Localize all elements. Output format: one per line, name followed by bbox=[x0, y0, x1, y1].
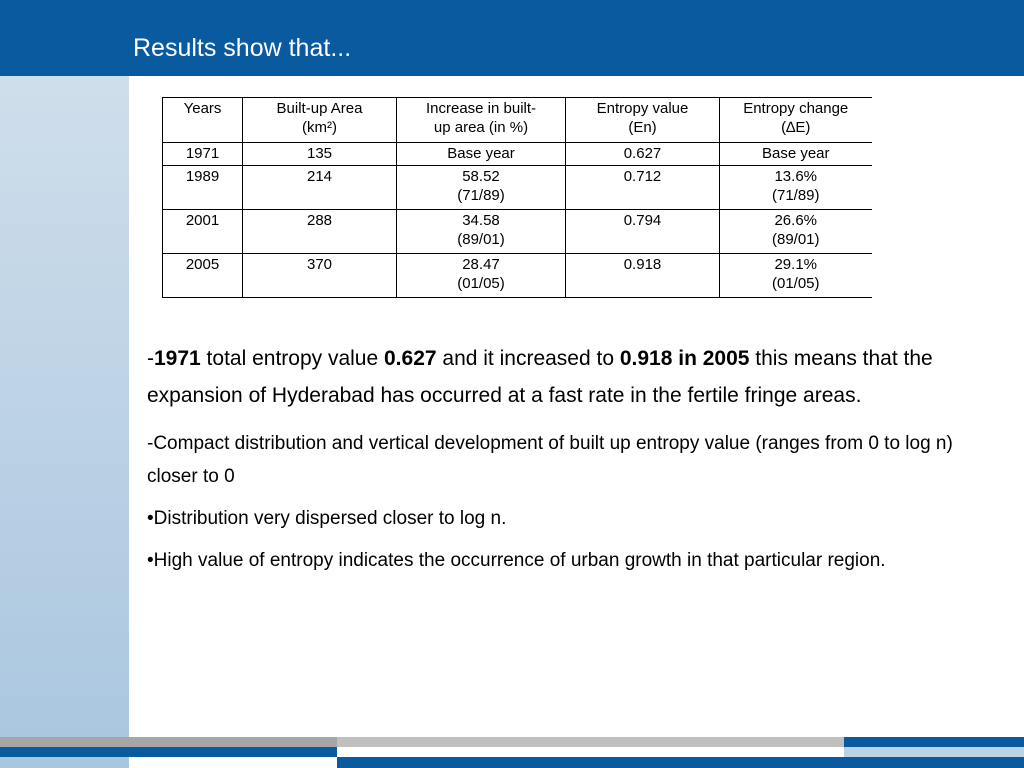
table-cell: 28.47 (01/05) bbox=[396, 253, 566, 298]
table-header-cell: Entropy change (∆E) bbox=[719, 97, 872, 143]
table-cell: 0.794 bbox=[565, 209, 720, 254]
text-run: this means that the expansion of Hyderab… bbox=[147, 347, 933, 407]
bullet-high-entropy: •High value of entropy indicates the occ… bbox=[147, 550, 886, 571]
paragraph-entropy-summary: -1971 total entropy value 0.627 and it i… bbox=[147, 340, 987, 414]
table-row: 1971 135 Base year 0.627 Base year bbox=[162, 142, 872, 166]
text-run: total entropy value bbox=[200, 347, 384, 370]
table-cell: 0.712 bbox=[565, 165, 720, 210]
table-header-cell: Built-up Area (km²) bbox=[242, 97, 397, 143]
cell-line: 2001 bbox=[185, 212, 220, 229]
table-cell: 0.627 bbox=[565, 142, 720, 166]
cell-line: Base year bbox=[761, 145, 830, 162]
header-line: Entropy value bbox=[596, 100, 689, 117]
table-cell: 2005 bbox=[162, 253, 243, 298]
header-line: Entropy change bbox=[743, 100, 849, 117]
paragraph-compact-distribution: -Compact distribution and vertical devel… bbox=[147, 433, 953, 487]
footer-stripe bbox=[0, 747, 337, 757]
table-row: 2005 370 28.47 (01/05) 0.918 29.1% (01/05) bbox=[162, 253, 872, 298]
cell-line: (01/05) bbox=[771, 275, 820, 292]
table-row: 2001 288 34.58 (89/01) 0.794 26.6% (89/01) bbox=[162, 209, 872, 254]
cell-line: 13.6% bbox=[774, 168, 818, 185]
table-cell: 1989 bbox=[162, 165, 243, 210]
footer-stripe bbox=[337, 747, 844, 757]
text-run: and it increased to bbox=[436, 347, 620, 370]
cell-line: (89/01) bbox=[457, 231, 505, 248]
cell-line: 26.6% bbox=[774, 212, 818, 229]
cell-line: 29.1% bbox=[774, 256, 818, 273]
cell-line: 135 bbox=[306, 145, 333, 162]
table-cell: 214 bbox=[242, 165, 397, 210]
footer-stripe bbox=[844, 747, 1024, 757]
footer-stripe bbox=[337, 757, 844, 768]
entropy-table: Years Built-up Area (km²) Increase in bui… bbox=[162, 97, 872, 298]
header-line: Increase in built- bbox=[425, 100, 537, 117]
slide-title: Results show that... bbox=[133, 34, 352, 62]
cell-line: 370 bbox=[306, 256, 333, 273]
cell-line: 0.794 bbox=[623, 212, 662, 229]
footer-stripe bbox=[0, 757, 129, 768]
cell-line: 0.918 bbox=[623, 256, 662, 273]
cell-line: (01/05) bbox=[457, 275, 505, 292]
cell-line: 1989 bbox=[185, 168, 220, 185]
table-cell: 29.1% (01/05) bbox=[719, 253, 872, 298]
cell-line: 214 bbox=[306, 168, 333, 185]
header-line: (km²) bbox=[302, 119, 337, 136]
header-line: Built-up Area bbox=[276, 100, 363, 117]
header-line: Years bbox=[183, 100, 222, 117]
table-cell: 0.918 bbox=[565, 253, 720, 298]
bold-year: 1971 bbox=[154, 347, 201, 370]
body-text: -1971 total entropy value 0.627 and it i… bbox=[147, 340, 987, 577]
footer-stripe bbox=[337, 737, 844, 747]
table-cell: 26.6% (89/01) bbox=[719, 209, 872, 254]
header-line: up area (in %) bbox=[433, 119, 529, 136]
cell-line: 1971 bbox=[185, 145, 220, 162]
table-cell: 135 bbox=[242, 142, 397, 166]
table-cell: 2001 bbox=[162, 209, 243, 254]
footer-stripe bbox=[0, 737, 337, 747]
footer-stripe bbox=[844, 737, 1024, 747]
footer-stripe bbox=[844, 757, 1024, 768]
table-header-cell: Entropy value (En) bbox=[565, 97, 720, 143]
table-cell: 34.58 (89/01) bbox=[396, 209, 566, 254]
cell-line: (71/89) bbox=[771, 187, 820, 204]
bullet-dispersed: •Distribution very dispersed closer to l… bbox=[147, 508, 507, 529]
header-line: (En) bbox=[628, 119, 657, 136]
table-header-cell: Increase in built-up area (in %) bbox=[396, 97, 566, 143]
cell-line: 28.47 bbox=[462, 256, 500, 273]
bold-value: 0.627 bbox=[384, 347, 437, 370]
cell-line: Base year bbox=[447, 145, 515, 162]
table-header-cell: Years bbox=[162, 97, 243, 143]
cell-line: 288 bbox=[306, 212, 333, 229]
table-row: 1989 214 58.52 (71/89) 0.712 13.6% (71/89) bbox=[162, 165, 872, 210]
cell-line: 0.712 bbox=[623, 168, 662, 185]
title-bar: Results show that... bbox=[0, 0, 1024, 76]
table-cell: 370 bbox=[242, 253, 397, 298]
cell-line: 58.52 bbox=[462, 168, 500, 185]
table-cell: Base year bbox=[396, 142, 566, 166]
table-cell: 13.6% (71/89) bbox=[719, 165, 872, 210]
cell-line: 34.58 bbox=[462, 212, 500, 229]
table-cell: 1971 bbox=[162, 142, 243, 166]
cell-line: 2005 bbox=[185, 256, 220, 273]
cell-line: 0.627 bbox=[623, 145, 662, 162]
cell-line: (89/01) bbox=[771, 231, 820, 248]
left-decorative-band bbox=[0, 76, 129, 768]
bold-value: 0.918 in 2005 bbox=[619, 347, 750, 370]
text-run: - bbox=[147, 347, 154, 370]
table-cell: Base year bbox=[719, 142, 872, 166]
table-cell: 288 bbox=[242, 209, 397, 254]
header-line: (∆E) bbox=[781, 119, 811, 136]
cell-line: (71/89) bbox=[457, 187, 505, 204]
table-header-row: Years Built-up Area (km²) Increase in bui… bbox=[162, 97, 872, 143]
table-cell: 58.52 (71/89) bbox=[396, 165, 566, 210]
